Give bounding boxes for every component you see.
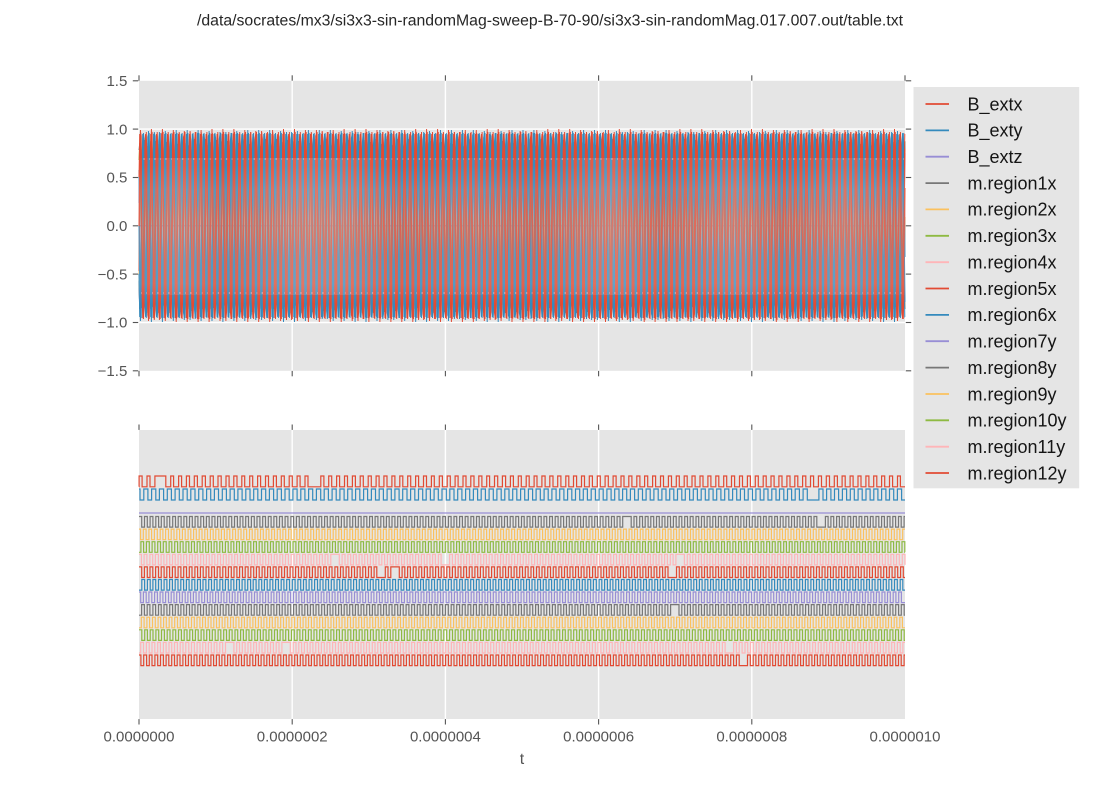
svg-text:0.0000000: 0.0000000 [104,729,175,746]
svg-text:−1.0: −1.0 [98,315,128,332]
svg-text:1.5: 1.5 [106,73,127,90]
svg-text:m.region12y: m.region12y [968,463,1067,483]
svg-text:1.0: 1.0 [106,121,127,138]
svg-text:m.region8y: m.region8y [968,358,1057,378]
svg-text:m.region4x: m.region4x [968,253,1057,273]
svg-text:m.region7y: m.region7y [968,332,1057,352]
svg-text:B_extx: B_extx [968,94,1023,115]
svg-text:0.0000008: 0.0000008 [716,729,787,746]
svg-text:/data/socrates/mx3/si3x3-sin-r: /data/socrates/mx3/si3x3-sin-randomMag-s… [197,13,904,30]
svg-text:0.5: 0.5 [106,170,127,187]
svg-text:m.region11y: m.region11y [968,437,1066,457]
svg-text:t: t [520,751,525,768]
svg-text:m.region6x: m.region6x [968,305,1057,325]
svg-text:m.region9y: m.region9y [968,384,1057,404]
svg-text:m.region2x: m.region2x [968,200,1057,220]
svg-text:m.region3x: m.region3x [968,226,1057,246]
svg-text:−0.5: −0.5 [98,266,128,283]
svg-text:0.0: 0.0 [106,218,127,235]
svg-text:m.region10y: m.region10y [968,411,1067,431]
svg-text:m.region1x: m.region1x [968,173,1057,193]
svg-text:−1.5: −1.5 [98,363,128,380]
svg-text:0.0000006: 0.0000006 [563,729,634,746]
svg-text:B_exty: B_exty [968,121,1023,142]
svg-text:B_extz: B_extz [968,147,1023,168]
svg-text:0.0000002: 0.0000002 [257,729,328,746]
svg-text:0.0000004: 0.0000004 [410,729,481,746]
svg-text:m.region5x: m.region5x [968,279,1057,299]
svg-text:0.0000010: 0.0000010 [870,729,941,746]
